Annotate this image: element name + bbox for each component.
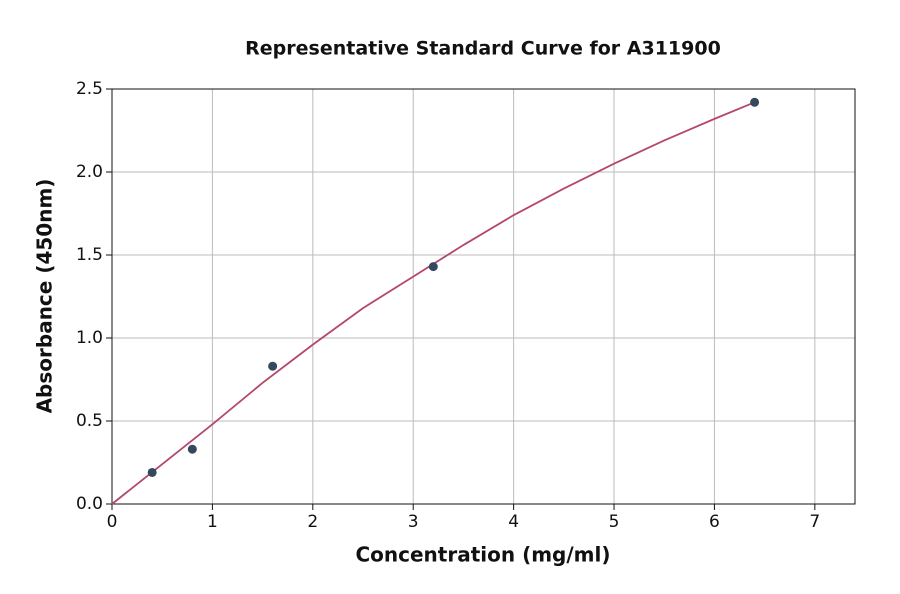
x-axis-label: Concentration (mg/ml)	[355, 543, 610, 567]
x-tick-label: 5	[609, 512, 620, 532]
x-tick-label: 7	[809, 512, 820, 532]
y-tick-label: 1.0	[76, 328, 103, 348]
data-point	[428, 262, 438, 272]
x-tick-label: 6	[709, 512, 720, 532]
x-tick-label: 1	[207, 512, 218, 532]
y-tick-label: 0.5	[76, 411, 103, 431]
chart-title: Representative Standard Curve for A31190…	[245, 38, 721, 60]
data-point	[268, 361, 278, 371]
y-tick-label: 2.0	[76, 162, 103, 182]
plot-frame	[111, 88, 856, 505]
y-tick-label: 2.5	[76, 79, 103, 99]
data-point	[750, 97, 760, 107]
x-tick-label: 2	[307, 512, 318, 532]
fit-curve	[111, 101, 755, 505]
y-tick-label: 1.5	[76, 245, 103, 265]
y-tick-label: 0.0	[76, 494, 103, 514]
y-axis-label: Absorbance (450nm)	[33, 179, 57, 414]
x-tick-label: 4	[508, 512, 519, 532]
data-point	[147, 467, 157, 477]
data-point	[187, 444, 197, 454]
x-tick-label: 0	[107, 512, 118, 532]
x-tick-label: 3	[408, 512, 419, 532]
